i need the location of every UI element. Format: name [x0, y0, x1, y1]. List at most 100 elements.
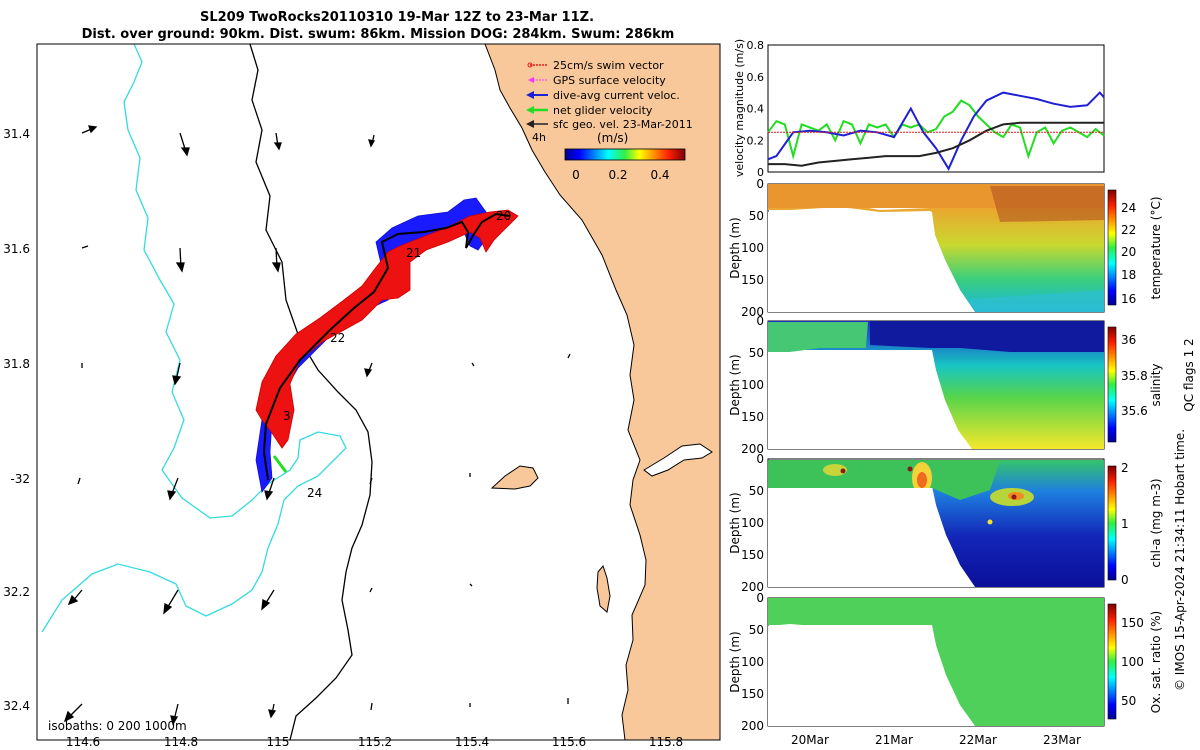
chlorophyll-spot-high-1 — [840, 468, 846, 474]
salinity-no-data — [768, 350, 972, 449]
temp-ylabel: Depth (m) — [728, 217, 742, 278]
oxygen-colorbar: 150 100 50 Ox. sat. ratio (%) — [1107, 603, 1163, 720]
map-island-rottnest — [490, 465, 539, 490]
oxygen-no-data — [768, 624, 975, 726]
map-ytick-4: 32.2 — [3, 585, 30, 599]
temp-ytick-50: 50 — [749, 209, 764, 223]
temp-cb-24: 24 — [1121, 201, 1136, 215]
copyright-footer: © IMOS 15-Apr-2024 21:34:11 Hobart time. — [1173, 429, 1187, 691]
chl-ylabel: Depth (m) — [728, 492, 742, 553]
velocity-ytick-0-2: 0.2 — [747, 134, 765, 147]
legend-item-gps: GPS surface velocity — [528, 74, 666, 87]
sal-ytick-100: 100 — [741, 378, 764, 392]
sal-cb-35-8: 35.8 — [1121, 369, 1148, 383]
ox-ylabel: Depth (m) — [728, 631, 742, 692]
day-label-24: 24 — [307, 486, 322, 500]
salinity-y-axis: 0 50 100 150 200 Depth (m) — [728, 314, 764, 456]
oxygen-panel: 150 100 50 Ox. sat. ratio (%) 0 50 100 1… — [728, 591, 1163, 747]
map-y-axis: 31.4 31.6 31.8 -32 32.2 32.4 — [3, 127, 30, 713]
velocity-ytick-0: 0 — [757, 166, 764, 179]
day-label-20: 21 — [406, 246, 421, 260]
map-ytick-3: -32 — [10, 472, 30, 486]
sal-ytick-0: 0 — [756, 314, 764, 328]
chl-ytick-100: 100 — [741, 516, 764, 530]
isobath-1000m — [41, 44, 347, 633]
temperature-no-data — [768, 210, 975, 312]
temperature-y-axis: 0 50 100 150 200 Depth (m) — [728, 177, 764, 319]
date-tick-21mar: 21Mar — [875, 733, 913, 747]
chlorophyll-spot-yellow — [987, 519, 993, 525]
legend-item-net: net glider velocity — [526, 104, 653, 117]
temp-cb-18: 18 — [1121, 268, 1136, 282]
legend-item-geo: sfc geo. vel. 23-Mar-2011 — [526, 118, 693, 131]
velocity-ytick-0-8: 0.8 — [747, 39, 765, 52]
day-label-22: 22 — [330, 331, 345, 345]
map-colorbar-tick-2: 0.4 — [650, 168, 669, 182]
temp-ytick-100: 100 — [741, 241, 764, 255]
map-legend: 25cm/s swim vector GPS surface velocity … — [526, 59, 693, 144]
chl-ytick-0: 0 — [756, 452, 764, 466]
map-island-garden — [596, 564, 611, 613]
velocity-y-ticks: 0 0.2 0.4 0.6 0.8 — [747, 39, 765, 179]
date-tick-20mar: 20Mar — [791, 733, 829, 747]
isobaths-label: isobaths: 0 200 1000m — [48, 719, 187, 733]
map-xtick-5: 115.6 — [552, 735, 586, 749]
sal-cb-label: salinity — [1149, 363, 1163, 406]
temp-cb-20: 20 — [1121, 245, 1136, 259]
temp-cb-22: 22 — [1121, 223, 1136, 237]
map-land — [484, 44, 720, 740]
day-label-21: 20 — [496, 209, 511, 223]
map-ytick-1: 31.6 — [3, 242, 30, 256]
sal-ytick-50: 50 — [749, 346, 764, 360]
salinity-panel: 36 35.8 35.6 salinity 0 50 100 150 200 D… — [728, 314, 1163, 456]
temperature-deep-fill — [960, 290, 1104, 312]
oxygen-y-axis: 0 50 100 150 200 Depth (m) — [728, 591, 764, 733]
velocity-ylabel: velocity magnitude (m/s) — [733, 39, 746, 177]
temperature-field — [768, 200, 1104, 312]
legend-gps-label: GPS surface velocity — [553, 74, 666, 87]
chlorophyll-bloom-2 — [823, 464, 847, 476]
chlorophyll-spot-high-2 — [907, 466, 913, 472]
chlorophyll-panel: 2 1 0 chl-a (mg m-3) 0 50 100 150 200 De… — [728, 452, 1163, 594]
map-xtick-1: 114.8 — [164, 735, 198, 749]
map-colorbar-tick-0: 0 — [572, 168, 580, 182]
oxygen-field — [768, 598, 1104, 726]
map-xtick-3: 115.2 — [358, 735, 392, 749]
chlorophyll-no-data — [768, 488, 975, 587]
chl-cb-1: 1 — [1121, 517, 1129, 531]
velocity-ytick-0-4: 0.4 — [747, 103, 765, 116]
date-tick-22mar: 22Mar — [959, 733, 997, 747]
temp-ytick-150: 150 — [741, 273, 764, 287]
map-ytick-2: 31.8 — [3, 357, 30, 371]
ox-ytick-100: 100 — [741, 655, 764, 669]
sal-ylabel: Depth (m) — [728, 354, 742, 415]
temperature-colorbar: 24 22 20 18 16 temperature (°C) — [1107, 189, 1163, 306]
sal-cb-35-6: 35.6 — [1121, 404, 1148, 418]
qc-flags-note: QC flags 1 2 — [1182, 338, 1196, 411]
legend-4h: 4h — [532, 131, 546, 144]
temp-cb-16: 16 — [1121, 292, 1136, 306]
sal-cb-36: 36 — [1121, 333, 1136, 347]
map-xtick-6: 115.8 — [649, 735, 683, 749]
chlorophyll-spot-high-3 — [1011, 494, 1017, 500]
track-red-swath — [255, 209, 519, 449]
ox-cb-label: Ox. sat. ratio (%) — [1149, 611, 1163, 713]
legend-dive-label: dive-avg current veloc. — [553, 89, 680, 102]
temp-ytick-0: 0 — [756, 177, 764, 191]
map-colorbar: (m/s) 0 0.2 0.4 — [564, 131, 686, 182]
temp-cb-label: temperature (°C) — [1149, 197, 1163, 300]
map-panel: 21 20 22 3 24 25cm/s swim vector GPS sur… — [3, 43, 721, 749]
velocity-series — [767, 91, 1105, 171]
title-line-1: SL209 TwoRocks20110310 19-Mar 12Z to 23-… — [200, 10, 594, 25]
ox-ytick-0: 0 — [756, 591, 764, 605]
map-colorbar-tick-1: 0.2 — [608, 168, 627, 182]
ox-ytick-150: 150 — [741, 687, 764, 701]
geo-velocity-arrows — [63, 125, 571, 726]
chl-cb-2: 2 — [1121, 461, 1129, 475]
sal-ytick-150: 150 — [741, 410, 764, 424]
date-tick-23mar: 23Mar — [1043, 733, 1081, 747]
track-glider-path — [262, 212, 511, 481]
ox-ytick-50: 50 — [749, 623, 764, 637]
map-xtick-0: 114.6 — [66, 735, 100, 749]
